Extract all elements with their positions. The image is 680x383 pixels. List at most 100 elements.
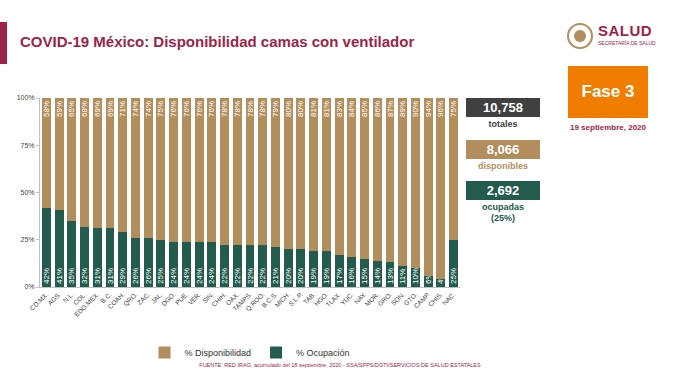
svg-text:22%: 22% [220, 268, 229, 284]
svg-text:76%: 76% [182, 101, 191, 117]
svg-text:69%: 69% [93, 101, 102, 117]
svg-text:HGO.: HGO. [313, 290, 330, 307]
svg-text:59%: 59% [55, 101, 64, 117]
svg-text:76%: 76% [195, 101, 204, 117]
svg-text:MOR.: MOR. [363, 290, 380, 307]
svg-text:24%: 24% [207, 268, 216, 284]
svg-text:68%: 68% [80, 101, 89, 117]
svg-text:NAY.: NAY. [353, 290, 368, 305]
svg-text:22%: 22% [258, 268, 267, 284]
svg-text:81%: 81% [309, 101, 318, 117]
svg-text:TAB.: TAB. [302, 290, 317, 305]
svg-text:32%: 32% [80, 268, 89, 284]
svg-text:19%: 19% [322, 268, 331, 284]
svg-text:86%: 86% [373, 101, 382, 117]
svg-text:79%: 79% [271, 101, 280, 117]
svg-text:% Disponibilidad: % Disponibilidad [185, 348, 252, 358]
svg-text:EDO.MEX.: EDO.MEX. [73, 290, 101, 318]
svg-text:SIN.: SIN. [201, 290, 215, 304]
svg-text:89%: 89% [398, 101, 407, 117]
svg-text:75%: 75% [449, 101, 458, 117]
svg-text:COAH.: COAH. [106, 290, 126, 310]
svg-text:MICH.: MICH. [273, 290, 291, 308]
svg-text:19%: 19% [309, 268, 318, 284]
svg-text:20%: 20% [284, 268, 293, 284]
svg-text:B.C.S.: B.C.S. [260, 290, 278, 308]
svg-text:4%: 4% [436, 272, 445, 284]
svg-text:21%: 21% [271, 268, 280, 284]
svg-text:N.L.: N.L. [61, 290, 75, 304]
svg-text:75%: 75% [21, 142, 35, 149]
svg-text:YUC.: YUC. [339, 290, 355, 306]
svg-text:25%: 25% [156, 268, 165, 284]
svg-text:75%: 75% [156, 101, 165, 117]
svg-text:CHIS.: CHIS. [427, 290, 444, 307]
svg-text:58%: 58% [42, 101, 51, 117]
svg-text:SON.: SON. [390, 290, 406, 306]
svg-text:41%: 41% [55, 268, 64, 284]
svg-text:80%: 80% [296, 101, 305, 117]
svg-text:24%: 24% [195, 268, 204, 284]
svg-text:10%: 10% [411, 268, 420, 284]
svg-text:87%: 87% [386, 101, 395, 117]
svg-text:% Ocupación: % Ocupación [296, 348, 350, 358]
svg-text:83%: 83% [335, 101, 344, 117]
svg-text:94%: 94% [424, 101, 433, 117]
svg-text:DGO.: DGO. [160, 290, 177, 307]
svg-text:15%: 15% [360, 268, 369, 284]
svg-text:65%: 65% [67, 101, 76, 117]
svg-text:78%: 78% [233, 101, 242, 117]
svg-text:80%: 80% [284, 101, 293, 117]
svg-text:76%: 76% [207, 101, 216, 117]
svg-text:78%: 78% [246, 101, 255, 117]
svg-text:17%: 17% [335, 268, 344, 284]
svg-text:14%: 14% [373, 268, 382, 284]
svg-text:GTO.: GTO. [402, 290, 418, 306]
svg-text:90%: 90% [411, 101, 420, 117]
svg-text:ZAC.: ZAC. [136, 290, 152, 306]
svg-text:24%: 24% [169, 268, 178, 284]
svg-text:24%: 24% [182, 268, 191, 284]
svg-text:AGS.: AGS. [46, 290, 62, 306]
svg-text:29%: 29% [118, 268, 127, 284]
svg-text:QRO.: QRO. [122, 290, 140, 308]
svg-text:JAL.: JAL. [150, 290, 164, 304]
svg-text:CHIH.: CHIH. [210, 290, 228, 308]
svg-text:S.L.P.: S.L.P. [287, 290, 304, 307]
svg-text:26%: 26% [144, 268, 153, 284]
svg-text:76%: 76% [169, 101, 178, 117]
svg-text:74%: 74% [144, 101, 153, 117]
svg-text:35%: 35% [67, 268, 76, 284]
svg-text:50%: 50% [21, 189, 35, 196]
svg-text:TLAX.: TLAX. [324, 290, 342, 308]
svg-text:COVID-19 México: Disponibilida: COVID-19 México: Disponibilidad camas co… [20, 33, 414, 50]
svg-text:26%: 26% [131, 268, 140, 284]
svg-text:25%: 25% [21, 236, 35, 243]
svg-text:PUE.: PUE. [174, 290, 190, 306]
svg-text:TAMPS.: TAMPS. [231, 290, 253, 312]
svg-text:78%: 78% [258, 101, 267, 117]
svg-text:COL.: COL. [72, 290, 88, 306]
svg-text:20%: 20% [296, 268, 305, 284]
svg-text:42%: 42% [42, 268, 51, 284]
svg-text:31%: 31% [106, 268, 115, 284]
svg-text:0%: 0% [24, 283, 34, 290]
svg-text:71%: 71% [118, 101, 127, 117]
svg-text:22%: 22% [233, 268, 242, 284]
svg-text:84%: 84% [347, 101, 356, 117]
svg-text:22%: 22% [246, 268, 255, 284]
svg-text:69%: 69% [106, 101, 115, 117]
svg-text:100%: 100% [17, 94, 35, 101]
svg-text:74%: 74% [131, 101, 140, 117]
svg-text:96%: 96% [436, 101, 445, 117]
svg-text:B.C.: B.C. [99, 290, 113, 304]
svg-text:OAX.: OAX. [224, 290, 240, 306]
svg-text:6%: 6% [424, 272, 433, 284]
svg-text:85%: 85% [360, 101, 369, 117]
svg-text:Q.ROO.: Q.ROO. [244, 290, 266, 312]
svg-text:CD.MX.: CD.MX. [28, 290, 49, 311]
svg-text:GRO.: GRO. [376, 290, 393, 307]
svg-text:81%: 81% [322, 101, 331, 117]
svg-text:13%: 13% [386, 268, 395, 284]
svg-text:78%: 78% [220, 101, 229, 117]
